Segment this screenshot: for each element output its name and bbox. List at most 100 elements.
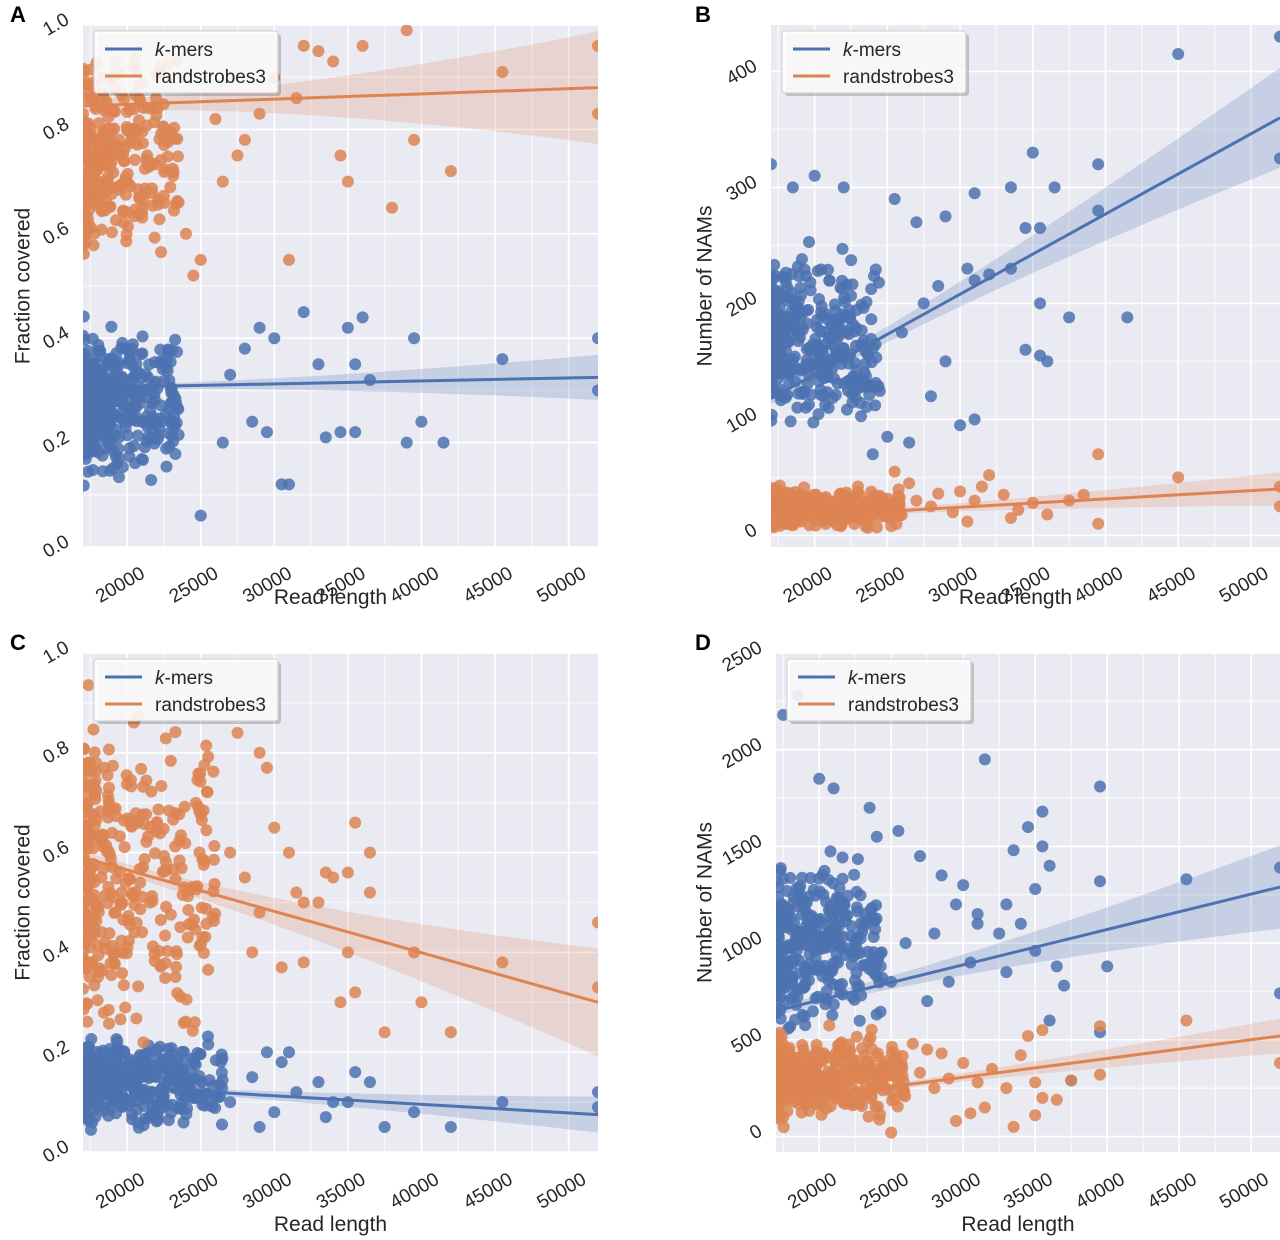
data-point xyxy=(200,917,213,930)
data-point xyxy=(1026,146,1039,159)
data-point xyxy=(808,169,821,182)
data-point xyxy=(866,448,879,461)
data-point xyxy=(145,785,158,798)
x-tick-label: 35000 xyxy=(313,1169,369,1214)
data-point xyxy=(108,906,121,919)
data-point xyxy=(839,295,852,308)
data-point xyxy=(850,322,863,335)
data-point xyxy=(968,494,981,507)
data-point xyxy=(1029,882,1042,895)
data-point xyxy=(978,753,991,766)
data-point xyxy=(149,847,162,860)
data-point xyxy=(122,934,135,947)
data-point xyxy=(95,871,108,884)
data-point xyxy=(200,739,213,752)
data-point xyxy=(108,891,121,904)
y-tick-label: 2500 xyxy=(719,637,766,676)
data-point xyxy=(378,1121,391,1134)
regression-line xyxy=(776,885,1280,1013)
data-point xyxy=(92,1059,105,1072)
data-point xyxy=(827,957,840,970)
y-tick-label: 0.6 xyxy=(39,837,72,868)
data-point xyxy=(814,503,827,516)
data-point xyxy=(776,1109,786,1122)
data-point xyxy=(268,1106,281,1119)
data-point xyxy=(297,956,310,969)
data-point xyxy=(83,982,90,995)
regression-line xyxy=(83,375,598,390)
data-point xyxy=(155,246,168,259)
data-point xyxy=(124,1058,137,1071)
data-point xyxy=(152,429,165,442)
data-point xyxy=(978,1101,991,1114)
data-point xyxy=(238,133,251,146)
data-point xyxy=(876,971,889,984)
data-point xyxy=(319,431,332,444)
data-point xyxy=(408,332,421,345)
data-point xyxy=(196,1098,209,1111)
data-point xyxy=(349,426,362,439)
data-point xyxy=(176,1045,189,1058)
data-point xyxy=(106,939,119,952)
data-point xyxy=(444,165,457,178)
data-point xyxy=(874,490,887,503)
x-tick-label: 45000 xyxy=(1144,1169,1200,1214)
data-point xyxy=(771,343,783,356)
data-point xyxy=(873,1113,886,1126)
y-tick-label: 0.4 xyxy=(39,322,73,354)
x-tick-label: 25000 xyxy=(166,563,222,608)
data-point xyxy=(110,1044,123,1057)
x-tick-label: 25000 xyxy=(166,1169,222,1214)
data-point xyxy=(290,1086,303,1099)
data-point xyxy=(784,415,797,428)
data-point xyxy=(109,394,122,407)
data-point xyxy=(910,216,923,229)
data-point xyxy=(195,901,208,914)
data-point xyxy=(114,148,127,161)
series-kmers xyxy=(771,30,1280,461)
data-point xyxy=(964,1107,977,1120)
data-point xyxy=(790,1056,803,1069)
data-point xyxy=(145,474,158,487)
data-point xyxy=(83,334,91,347)
data-point xyxy=(811,264,824,277)
x-tick-label: 20000 xyxy=(784,1169,840,1214)
data-point xyxy=(811,344,824,357)
data-point xyxy=(146,1107,159,1120)
x-axis-label: Read length xyxy=(959,586,1072,609)
data-point xyxy=(771,158,777,171)
data-point xyxy=(869,923,882,936)
data-point xyxy=(776,1067,783,1080)
data-point xyxy=(341,321,354,334)
data-point xyxy=(136,347,149,360)
data-point xyxy=(112,471,125,484)
data-point xyxy=(169,971,182,984)
data-point xyxy=(153,213,166,226)
data-point xyxy=(408,133,421,146)
data-point xyxy=(164,181,177,194)
data-point xyxy=(795,253,808,266)
confidence-band xyxy=(771,472,1280,520)
data-point xyxy=(83,798,94,811)
data-point xyxy=(772,372,785,385)
y-tick-label: 0.0 xyxy=(39,531,72,562)
data-point xyxy=(143,1046,156,1059)
data-point xyxy=(798,363,811,376)
legend-label: randstrobes3 xyxy=(848,695,959,716)
data-point xyxy=(207,765,220,778)
data-point xyxy=(861,521,874,534)
data-point xyxy=(238,871,251,884)
data-point xyxy=(791,401,804,414)
data-point xyxy=(771,360,778,373)
data-point xyxy=(830,313,843,326)
data-point xyxy=(855,1100,868,1113)
data-point xyxy=(83,837,90,850)
data-point xyxy=(444,1026,457,1039)
data-point xyxy=(154,153,167,166)
data-point xyxy=(592,916,598,929)
data-point xyxy=(776,1012,787,1025)
data-point xyxy=(105,226,118,239)
data-point xyxy=(803,499,816,512)
data-point xyxy=(1274,30,1280,43)
x-tick-label: 40000 xyxy=(387,1169,443,1214)
